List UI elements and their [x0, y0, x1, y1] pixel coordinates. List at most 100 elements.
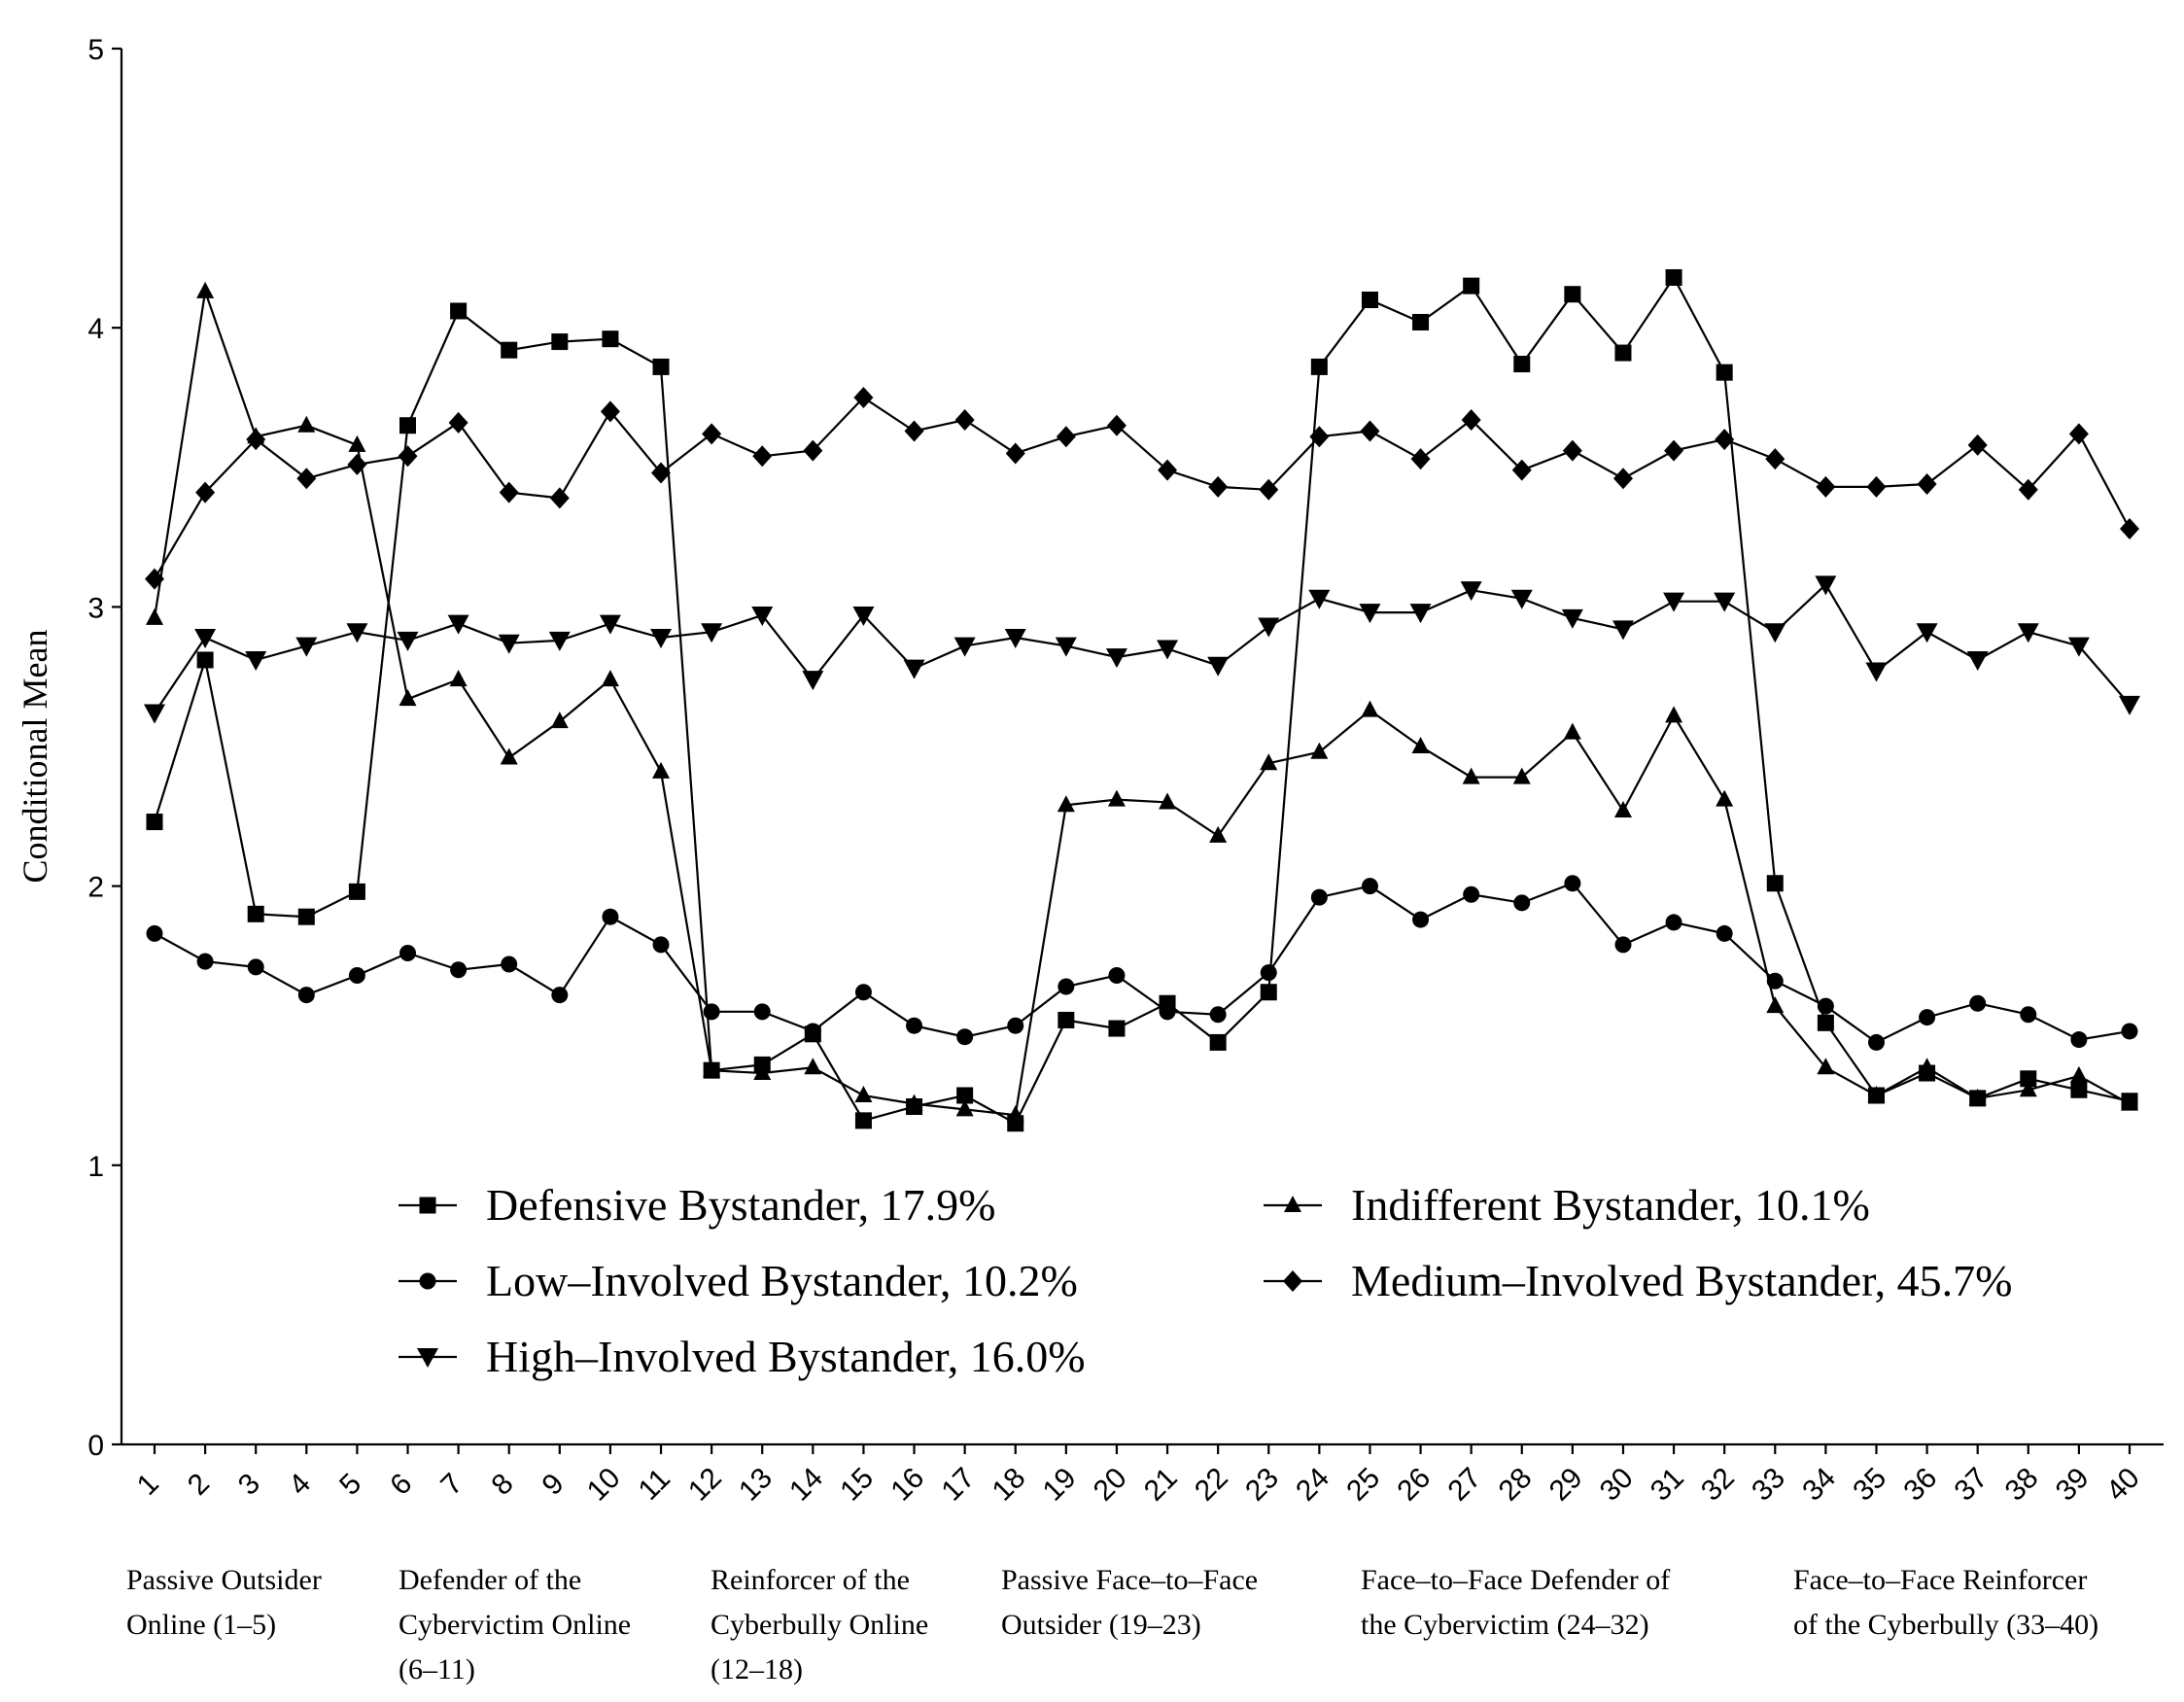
- data-point-circle: [1665, 914, 1682, 931]
- data-point-triangle-down: [751, 607, 774, 627]
- data-point-circle: [146, 924, 163, 942]
- data-point-diamond: [499, 481, 519, 504]
- x-tick-label: 36: [1897, 1462, 1943, 1508]
- data-point-triangle-up: [703, 1060, 721, 1078]
- group-label: Passive Face–to–Face Outsider (19–23): [1001, 1564, 1258, 1641]
- data-point-triangle-down: [599, 614, 621, 635]
- data-point-square: [602, 330, 619, 348]
- data-point-triangle-down: [1561, 608, 1583, 629]
- y-tick-label: 2: [87, 872, 104, 904]
- data-point-square: [1716, 364, 1733, 381]
- data-point-circle: [247, 958, 264, 976]
- data-point-triangle-down: [1865, 662, 1888, 682]
- group-label-line: (6–11): [399, 1653, 475, 1685]
- data-point-triangle-up: [1665, 706, 1683, 723]
- y-tick-label: 0: [87, 1430, 104, 1462]
- x-tick-label: 35: [1847, 1462, 1892, 1508]
- data-point-circle: [501, 955, 518, 973]
- data-point-square: [1766, 875, 1784, 892]
- x-tick-label: 29: [1543, 1462, 1589, 1508]
- data-point-diamond: [702, 423, 722, 445]
- data-point-diamond: [549, 487, 570, 509]
- x-tick-label: 27: [1441, 1462, 1487, 1508]
- data-point-triangle-up: [1462, 767, 1480, 784]
- data-point-diamond: [1005, 442, 1025, 465]
- x-tick-label: 5: [333, 1468, 367, 1502]
- data-point-triangle-up: [500, 747, 518, 765]
- x-tick-label: 25: [1340, 1462, 1386, 1508]
- data-point-circle: [602, 908, 619, 925]
- x-tick-label: 19: [1037, 1462, 1083, 1508]
- data-point-triangle-down: [1105, 648, 1127, 669]
- data-point-triangle-up: [804, 1058, 822, 1075]
- y-axis-title: Conditional Mean: [16, 630, 54, 884]
- data-point-triangle-up: [146, 608, 163, 625]
- x-tick-label: 6: [384, 1468, 418, 1502]
- data-point-diamond: [803, 439, 823, 462]
- data-point-square: [1260, 984, 1277, 1001]
- data-point-diamond: [195, 481, 216, 504]
- legend-item: Low–Involved Bystander, 10.2%: [399, 1256, 1078, 1305]
- data-point-diamond: [296, 468, 317, 490]
- data-point-diamond: [398, 445, 418, 468]
- data-point-circle: [652, 936, 670, 954]
- data-point-diamond: [145, 568, 164, 590]
- legend-item: Medium–Involved Bystander, 45.7%: [1264, 1256, 2012, 1305]
- x-tick-label: 30: [1594, 1462, 1640, 1508]
- data-point-triangle-up: [1310, 742, 1329, 759]
- legend-label: Indifferent Bystander, 10.1%: [1351, 1180, 1870, 1230]
- data-point-circle: [1463, 886, 1480, 903]
- data-point-diamond: [1208, 475, 1229, 498]
- data-point-triangle-down: [1055, 637, 1077, 657]
- data-point-triangle-down: [2067, 637, 2090, 657]
- series-line-1: [153, 275, 2131, 1126]
- group-label-line: Outsider (19–23): [1001, 1609, 1201, 1641]
- data-point-triangle-down: [1966, 650, 1989, 671]
- data-point-diamond: [600, 400, 620, 423]
- data-point-diamond: [1056, 426, 1076, 448]
- data-point-square: [348, 883, 365, 900]
- data-point-diamond: [1765, 448, 1785, 470]
- data-point-square: [2020, 1070, 2037, 1088]
- data-point-square: [1310, 358, 1328, 375]
- data-point-triangle-down: [1157, 640, 1179, 660]
- data-point-diamond: [448, 411, 468, 434]
- x-tick-label: 17: [935, 1462, 981, 1508]
- data-point-square: [956, 1087, 974, 1104]
- data-point-diamond: [1917, 473, 1937, 496]
- series-line-3: [154, 582, 2131, 714]
- legend-marker: [1284, 1196, 1301, 1212]
- data-point-diamond: [2120, 517, 2139, 539]
- data-point-diamond: [1612, 468, 1633, 490]
- legend-item: High–Involved Bystander, 16.0%: [399, 1332, 1086, 1381]
- legend-label: Medium–Involved Bystander, 45.7%: [1351, 1256, 2012, 1305]
- x-tick-label: 14: [783, 1462, 829, 1508]
- series-line-2: [154, 882, 2131, 1044]
- group-label-line: Cyberbully Online: [711, 1609, 928, 1641]
- legend-marker: [1283, 1270, 1302, 1292]
- data-point-diamond: [752, 445, 773, 468]
- legend-item: Indifferent Bystander, 10.1%: [1264, 1180, 1870, 1230]
- data-point-triangle-up: [753, 1063, 772, 1081]
- data-point-square: [1108, 1020, 1126, 1037]
- data-point-square: [551, 333, 569, 351]
- data-point-circle: [1260, 964, 1277, 982]
- data-point-diamond: [1461, 408, 1481, 431]
- data-point-circle: [2070, 1031, 2088, 1049]
- data-point-diamond: [1715, 429, 1735, 451]
- x-tick-label: 13: [733, 1462, 779, 1508]
- data-point-square: [2070, 1081, 2088, 1098]
- x-tick-label: 38: [1999, 1462, 2045, 1508]
- x-tick-label: 1: [131, 1468, 165, 1502]
- legend-marker: [419, 1197, 436, 1214]
- data-point-triangle-up: [1613, 801, 1632, 818]
- x-tick-label: 21: [1138, 1462, 1184, 1508]
- data-point-diamond: [853, 387, 874, 408]
- data-point-triangle-down: [1258, 617, 1280, 638]
- data-point-triangle-down: [2017, 623, 2039, 643]
- data-point-circle: [1007, 1017, 1024, 1034]
- x-tick-label: 28: [1493, 1462, 1539, 1508]
- data-point-circle: [1614, 936, 1632, 954]
- series-lines: [153, 275, 2131, 1126]
